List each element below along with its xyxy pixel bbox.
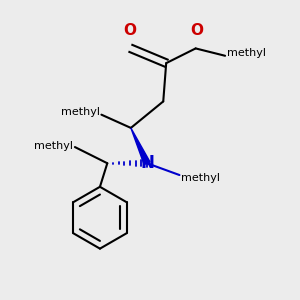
Text: methyl: methyl [61, 107, 100, 117]
Text: methyl: methyl [226, 48, 266, 58]
Text: methyl: methyl [34, 141, 74, 151]
Text: N: N [141, 154, 154, 172]
Text: methyl: methyl [181, 173, 220, 183]
Text: O: O [190, 23, 203, 38]
Polygon shape [131, 128, 150, 165]
Text: O: O [123, 23, 136, 38]
